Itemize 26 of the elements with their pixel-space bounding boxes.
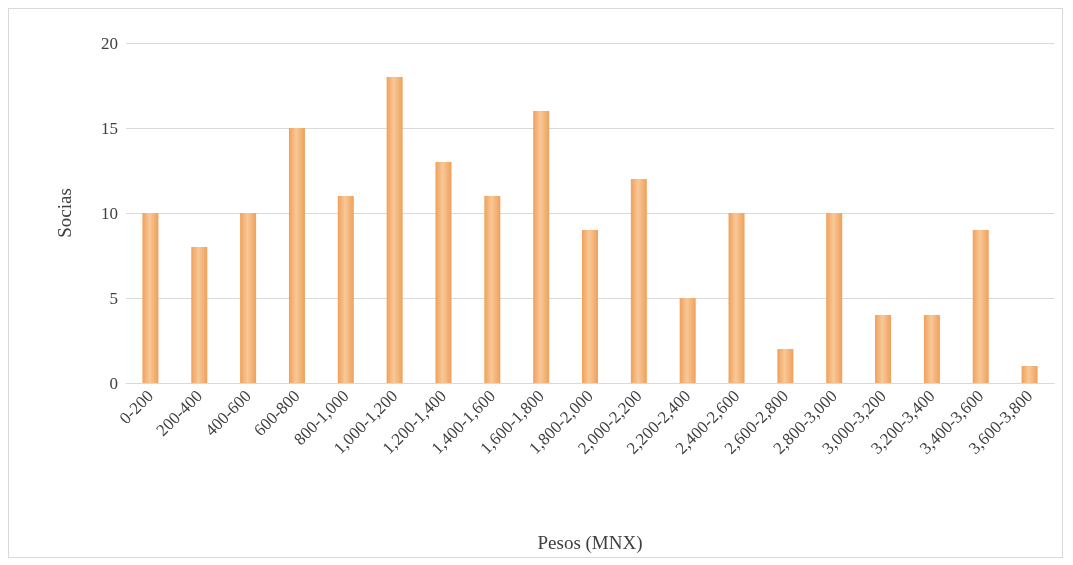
y-tick-label: 15 — [101, 118, 118, 138]
bar — [826, 213, 843, 383]
bar — [288, 128, 305, 383]
x-axis-title: Pesos (MNX) — [537, 532, 643, 554]
bar — [630, 179, 647, 383]
y-tick-label: 10 — [101, 203, 118, 223]
bar — [386, 77, 403, 383]
bar — [533, 111, 550, 383]
bar — [777, 349, 794, 383]
bar — [875, 315, 892, 383]
bar — [972, 230, 989, 383]
bar — [484, 196, 501, 383]
bar — [191, 247, 208, 383]
bar — [728, 213, 745, 383]
bar — [435, 162, 452, 383]
bar — [679, 298, 696, 383]
bar — [142, 213, 159, 383]
bar — [337, 196, 354, 383]
y-tick-label: 20 — [101, 33, 118, 53]
bar — [582, 230, 598, 383]
y-tick-label: 5 — [109, 288, 118, 308]
bar — [1021, 366, 1038, 383]
y-axis-title: Socias — [54, 188, 75, 238]
bar — [923, 315, 940, 383]
y-tick-label: 0 — [109, 373, 118, 393]
bar — [240, 213, 257, 383]
